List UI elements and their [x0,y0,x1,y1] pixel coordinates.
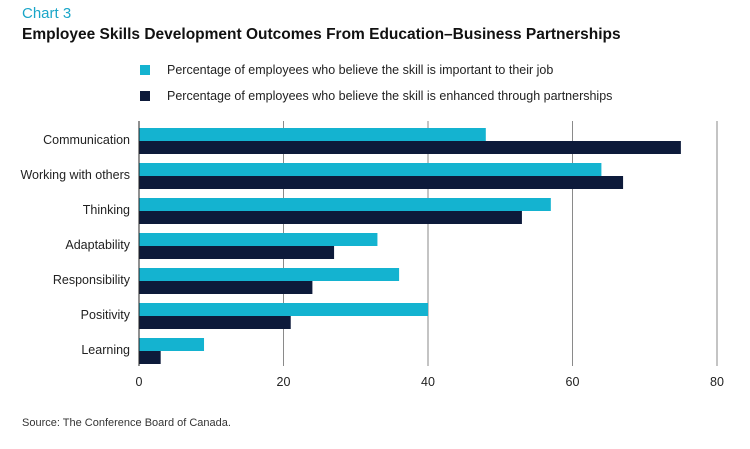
category-label-adaptability: Adaptability [65,238,130,252]
category-label-learning: Learning [81,343,130,357]
category-label-communication: Communication [43,133,130,147]
legend-item-important: Percentage of employees who believe the … [140,62,612,88]
category-label-working-with-others: Working with others [20,168,130,182]
x-tick-label-0: 0 [136,375,143,389]
bar-positivity-series-1 [139,303,428,316]
bar-learning-series-1 [139,338,205,351]
x-tick-label-20: 20 [277,375,291,389]
category-label-thinking: Thinking [83,203,130,217]
x-tick-label-80: 80 [710,375,724,389]
bar-responsibility-series-2 [139,281,313,294]
legend-swatch-important [140,65,150,75]
bar-responsibility-series-1 [139,268,400,281]
legend-label-enhanced: Percentage of employees who believe the … [167,89,613,103]
legend: Percentage of employees who believe the … [140,62,612,114]
bar-learning-series-2 [139,351,161,364]
bar-thinking-series-1 [139,198,551,211]
bar-working-with-others-series-2 [139,176,624,189]
bar-communication-series-2 [139,141,681,154]
category-label-responsibility: Responsibility [53,273,131,287]
bar-positivity-series-2 [139,316,291,329]
legend-item-enhanced: Percentage of employees who believe the … [140,88,612,114]
bar-adaptability-series-2 [139,246,335,259]
bar-adaptability-series-1 [139,233,378,246]
x-tick-label-60: 60 [566,375,580,389]
legend-swatch-enhanced [140,91,150,101]
chart-title: Employee Skills Development Outcomes Fro… [22,26,621,43]
bar-working-with-others-series-1 [139,163,602,176]
legend-label-important: Percentage of employees who believe the … [167,63,554,77]
source-note: Source: The Conference Board of Canada. [22,417,231,429]
x-tick-label-40: 40 [421,375,435,389]
bar-communication-series-1 [139,128,486,141]
chart-number-label: Chart 3 [22,5,72,22]
bar-thinking-series-2 [139,211,522,224]
category-label-positivity: Positivity [81,308,131,322]
